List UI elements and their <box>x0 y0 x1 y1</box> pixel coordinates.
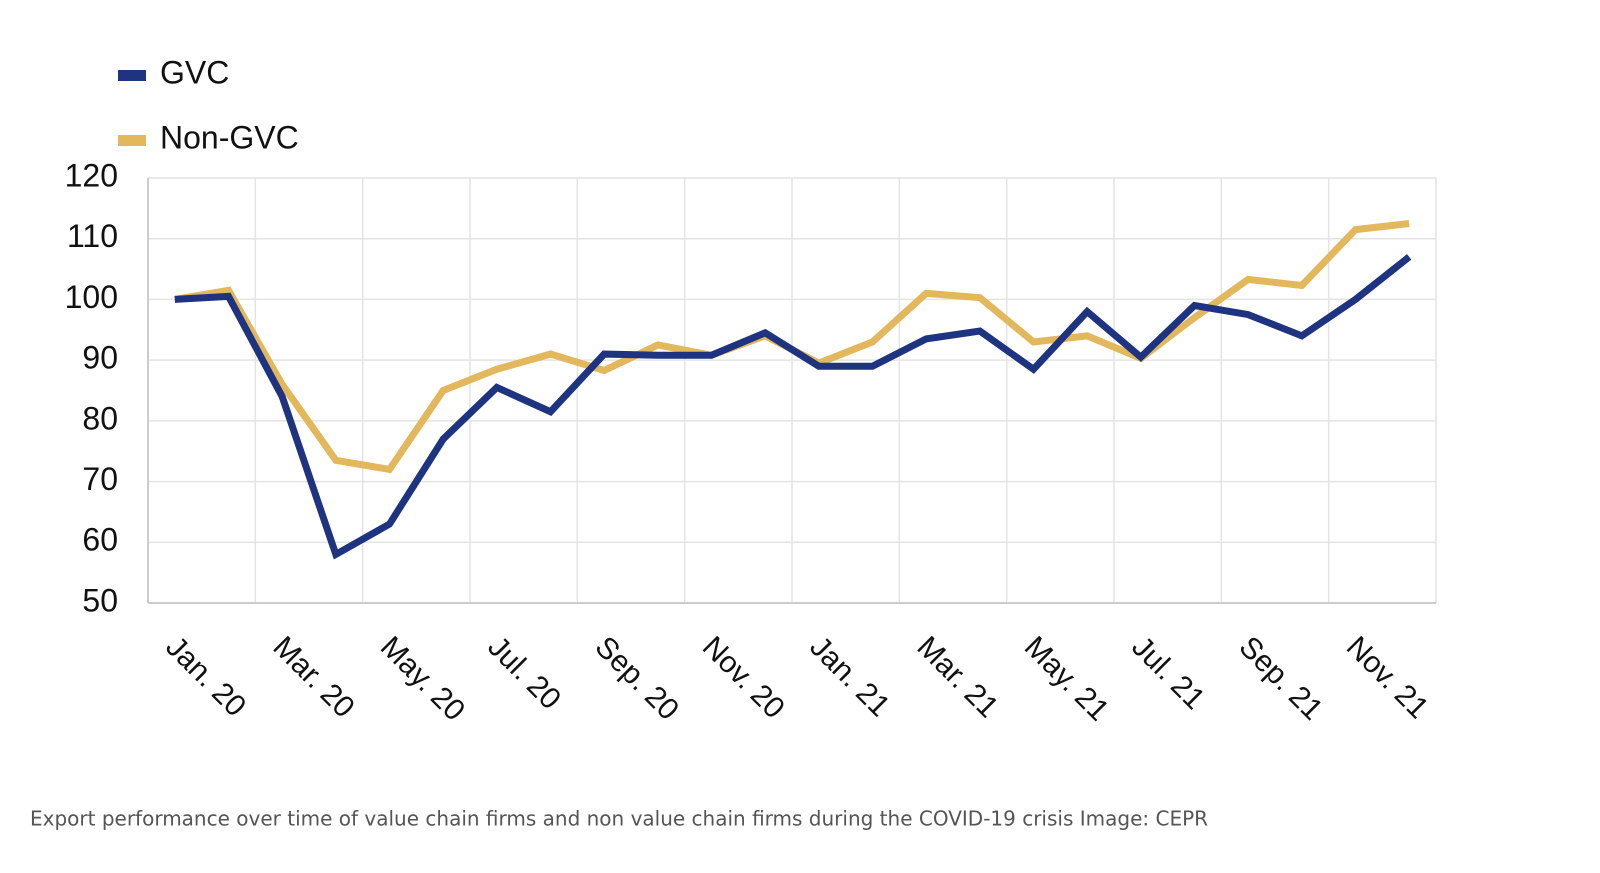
y-tick-label: 120 <box>65 157 118 193</box>
y-tick-label: 80 <box>82 400 118 436</box>
y-tick-label: 60 <box>82 522 118 558</box>
legend-swatch <box>118 135 146 146</box>
legend-label: GVC <box>160 54 229 90</box>
x-tick-label: Nov. 20 <box>696 630 791 725</box>
legend-label: Non-GVC <box>160 119 299 155</box>
x-tick-label: Mar. 20 <box>267 630 361 724</box>
x-tick-label: Sep. 20 <box>589 630 685 726</box>
x-tick-label: May. 20 <box>374 630 471 727</box>
legend-swatch <box>118 70 146 81</box>
y-tick-label: 100 <box>65 279 118 315</box>
series-line <box>174 254 1412 560</box>
x-tick-label: Jan. 21 <box>803 630 896 723</box>
x-tick-label: Sep. 21 <box>1233 630 1329 726</box>
x-tick-label: Jul. 20 <box>481 630 567 716</box>
x-tick-label: Jul. 21 <box>1125 630 1211 716</box>
x-tick-label: Mar. 21 <box>911 630 1005 724</box>
y-tick-label: 50 <box>82 582 118 618</box>
x-tick-label: Jan. 20 <box>159 630 252 723</box>
y-tick-label: 110 <box>67 218 118 254</box>
y-tick-label: 90 <box>82 340 118 376</box>
y-tick-label: 70 <box>82 461 118 497</box>
x-tick-label: May. 21 <box>1018 630 1115 727</box>
caption: Export performance over time of value ch… <box>30 807 1208 831</box>
x-tick-label: Nov. 21 <box>1340 630 1435 725</box>
